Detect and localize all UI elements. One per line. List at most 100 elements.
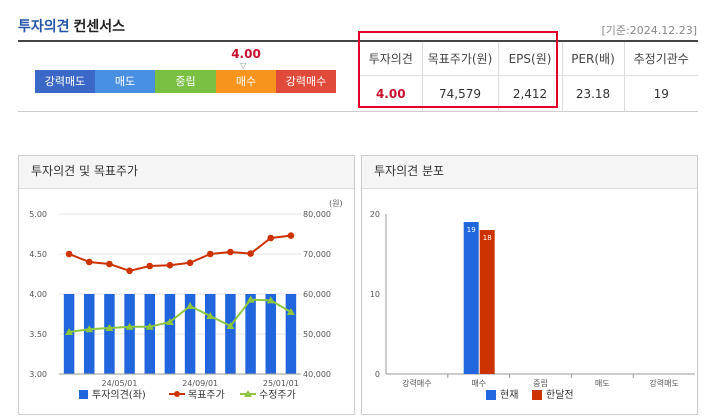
legend-target-label: 목표주가 — [188, 389, 225, 401]
y-left-tick-label: 5.00 — [29, 210, 47, 219]
value-eps: 2,412 — [497, 75, 562, 111]
adjusted-price-point — [165, 318, 174, 325]
target-price-point — [106, 260, 113, 268]
bar-data-label: 18 — [483, 234, 492, 242]
title-rest: 컨센서스 — [73, 19, 126, 35]
date-note: [기준:2024.12.23] — [601, 24, 697, 37]
rating-bar — [265, 294, 276, 374]
adjusted-price-point — [145, 322, 154, 330]
adjusted-price-point — [286, 308, 295, 315]
legend-current-swatch — [486, 390, 496, 400]
y-tick-label: 0 — [375, 370, 380, 379]
current-bar — [463, 222, 479, 374]
y-right-unit-label: (원) — [329, 199, 343, 208]
adjusted-price-point — [226, 322, 235, 329]
y-right-tick-label: 70,000 — [303, 250, 331, 259]
header-rating: 투자의견 — [360, 42, 422, 76]
y-left-tick-label: 3.50 — [29, 330, 47, 339]
adjusted-price-point — [105, 324, 114, 331]
month-ago-bar — [479, 230, 495, 374]
x-tick-label: 매도 — [595, 379, 610, 388]
rating-bar — [205, 294, 216, 374]
rating-bar — [225, 294, 236, 374]
y-right-tick-label: 60,000 — [303, 290, 331, 299]
y-left-tick-label: 4.50 — [29, 250, 47, 259]
title-accent: 투자의견 — [18, 19, 70, 35]
rating-bar — [184, 294, 196, 374]
adjusted-price-point — [266, 296, 275, 304]
y-right-tick-label: 50,000 — [303, 330, 331, 339]
rating-current-value: 4.00 — [231, 47, 261, 61]
adjusted-price-point — [65, 328, 74, 335]
legend-month-ago-swatch — [532, 390, 542, 400]
x-tick-label: 강력매수 — [402, 378, 431, 388]
consensus-header-row: 투자의견 목표주가(원) EPS(원) PER(배) 추정기관수 — [360, 42, 698, 76]
legend-adjusted-label: 수정주가 — [259, 389, 296, 401]
header-analyst-count: 추정기관수 — [623, 42, 698, 76]
target-price-line — [68, 234, 292, 272]
value-target-price: 74,579 — [421, 75, 498, 111]
section-divider — [18, 111, 698, 112]
rating-bar — [245, 294, 256, 374]
legend-rating-swatch — [79, 390, 88, 399]
adjusted-price-point — [186, 302, 195, 309]
adjusted-price-point — [206, 312, 215, 319]
rating-scale-bar: 강력매도 매도 중립 매수 강력매수 — [35, 70, 336, 93]
target-price-point — [65, 250, 73, 258]
target-price-point — [287, 232, 295, 239]
target-price-point — [146, 262, 154, 270]
adjusted-price-point — [85, 325, 94, 333]
value-per: 23.18 — [561, 75, 624, 111]
x-tick-label: 24/05/01 — [102, 379, 138, 388]
rating-bar — [285, 294, 297, 374]
target-price-point — [166, 261, 174, 269]
rating-segment-neutral: 중립 — [155, 70, 216, 93]
rating-bar — [164, 294, 176, 374]
adjusted-price-line — [68, 298, 292, 333]
rating-target-panel: 투자의견 및 목표주가 5.00 4.50 4.00 3.50 3.00 80,000 70… — [18, 155, 355, 415]
consensus-table: 투자의견 목표주가(원) EPS(원) PER(배) 추정기관수 4.00 74… — [360, 42, 698, 111]
rating-segment-strong-buy: 강력매수 — [276, 70, 336, 93]
target-price-point — [227, 248, 234, 256]
bar-data-label: 19 — [467, 226, 476, 234]
value-analyst-count: 19 — [623, 75, 698, 111]
y-tick-label: 20 — [370, 210, 380, 219]
consensus-value-row: 4.00 74,579 2,412 23.18 19 — [360, 75, 698, 111]
legend-current-label: 현재 — [500, 389, 518, 401]
highlight-box — [358, 31, 558, 108]
rating-distribution-panel-title: 투자의견 분포 — [362, 156, 697, 189]
y-right-tick-label: 80,000 — [303, 210, 331, 219]
legend-month-ago-label: 한달전 — [546, 389, 574, 401]
target-price-point — [186, 259, 194, 267]
rating-bar — [144, 294, 155, 374]
header-target-price: 목표주가(원) — [421, 42, 498, 76]
header-per: PER(배) — [561, 42, 624, 76]
rating-segment-buy: 매수 — [216, 70, 276, 93]
rating-bar — [84, 294, 95, 374]
rating-segment-strong-sell: 강력매도 — [35, 70, 95, 93]
legend-adjusted-swatch-point — [244, 390, 252, 397]
adjusted-price-point — [125, 322, 134, 330]
rating-target-panel-title: 투자의견 및 목표주가 — [19, 156, 354, 189]
legend-target-swatch-point — [174, 391, 180, 397]
target-price-point — [206, 250, 214, 258]
page-title: 투자의견 컨센서스 — [18, 16, 125, 36]
rating-bar — [104, 294, 115, 374]
x-tick-label: 매수 — [471, 379, 486, 388]
y-tick-label: 10 — [370, 290, 380, 299]
rating-bar — [124, 294, 135, 374]
adjusted-price-point — [246, 295, 255, 303]
y-left-tick-label: 4.00 — [29, 290, 47, 299]
x-tick-label: 25/01/01 — [263, 379, 299, 388]
target-price-point — [85, 258, 93, 266]
x-tick-label: 강력매도 — [649, 378, 678, 388]
rating-segment-sell: 매도 — [95, 70, 155, 93]
y-left-tick-label: 3.00 — [29, 370, 47, 379]
target-price-point — [247, 250, 254, 257]
value-rating: 4.00 — [375, 86, 406, 101]
x-tick-label: 중립 — [533, 379, 548, 388]
x-tick-label: 24/09/01 — [182, 379, 218, 388]
rating-pointer-icon: ▽ — [240, 61, 247, 70]
